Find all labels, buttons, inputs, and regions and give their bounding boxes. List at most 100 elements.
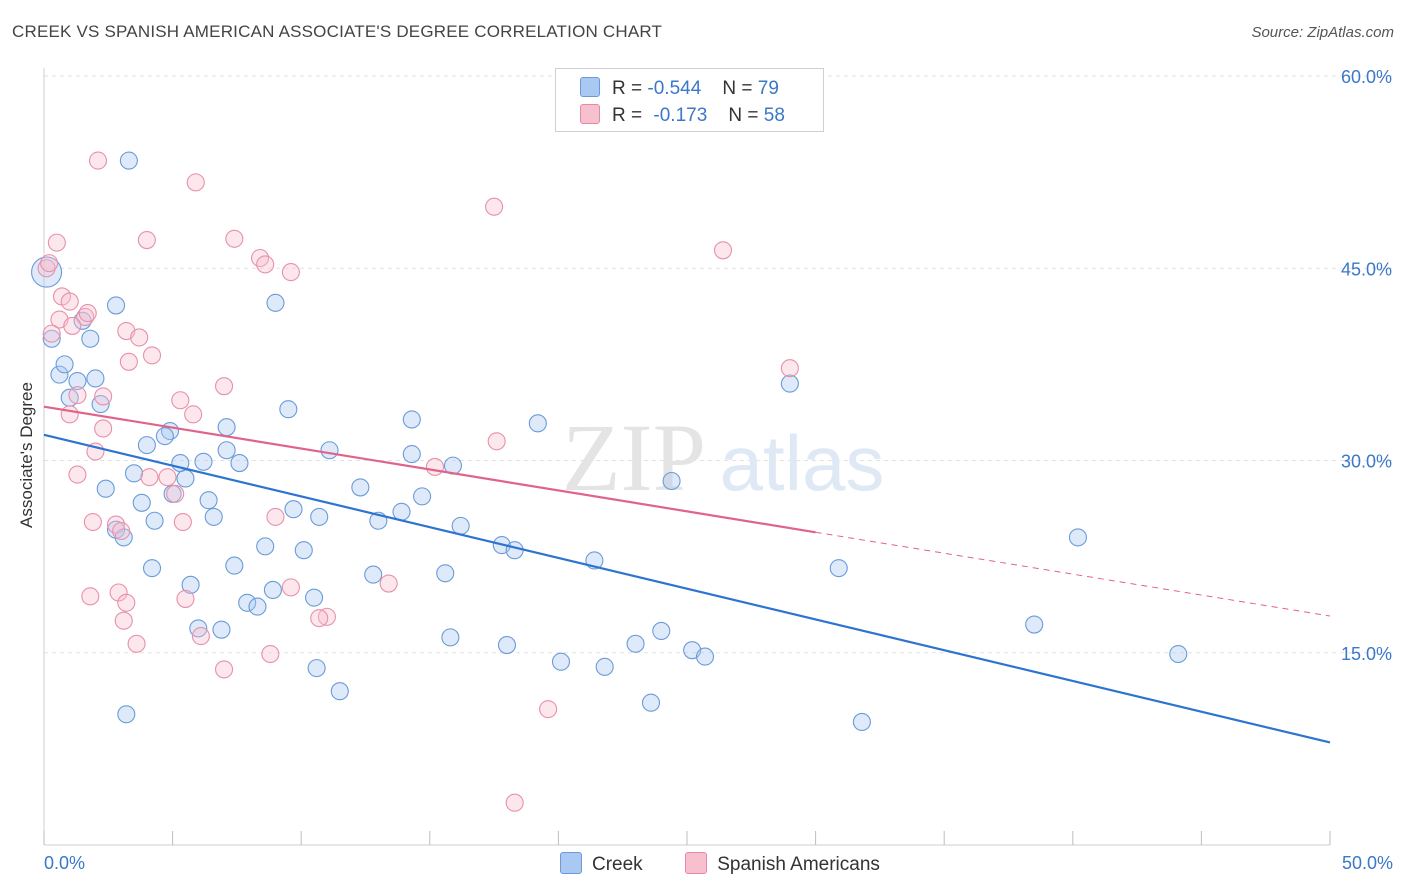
- creek-point: [402, 410, 421, 429]
- spanish-point: [281, 263, 300, 282]
- creek-point: [780, 374, 799, 393]
- bottom-legend-swatch-creek: [560, 852, 582, 874]
- creek-point: [595, 657, 614, 676]
- spanish-point: [173, 512, 192, 532]
- spanish-point: [317, 607, 336, 626]
- spanish-point: [186, 173, 205, 192]
- bottom-legend-swatch-spanish: [685, 852, 708, 874]
- creek-point: [695, 647, 715, 666]
- creek-point: [119, 151, 138, 170]
- spanish-trend-extension: [815, 531, 1331, 617]
- creek-point: [305, 588, 324, 607]
- creek-point: [81, 329, 100, 348]
- spanish-point: [60, 292, 79, 311]
- spanish-point: [487, 432, 506, 451]
- creek-point: [351, 478, 370, 497]
- creek-point: [662, 471, 681, 491]
- watermark-atlas: atlas: [720, 419, 885, 507]
- creek-point: [413, 487, 432, 506]
- x-tick-label-min: 0.0%: [44, 853, 85, 873]
- creek-point: [263, 580, 282, 599]
- creek-point: [451, 516, 470, 535]
- spanish-point: [94, 387, 113, 406]
- creek-point: [641, 693, 661, 712]
- spanish-point: [166, 484, 185, 503]
- legend-n-label: N =: [722, 78, 753, 99]
- y-tick-label: 15.0%: [1341, 644, 1392, 664]
- creek-point: [256, 537, 275, 556]
- creek-point: [194, 452, 213, 471]
- creek-point: [137, 436, 156, 455]
- spanish-point: [281, 578, 300, 597]
- tick-labels: 15.0% 30.0% 45.0% 60.0% 0.0% 50.0%: [44, 67, 1393, 873]
- bottom-legend-spanish-label: Spanish Americans: [717, 854, 880, 875]
- legend-swatch-spanish: [580, 104, 600, 124]
- spanish-point: [94, 419, 113, 438]
- creek-point: [279, 400, 298, 419]
- creek-point: [392, 502, 411, 521]
- spanish-point: [225, 229, 244, 248]
- creek-point: [551, 652, 571, 671]
- creek-point: [528, 414, 547, 433]
- legend-r-label: R =: [612, 105, 643, 126]
- spanish-point: [266, 507, 285, 526]
- trend-lines: [43, 405, 1331, 744]
- creek-point: [117, 705, 136, 724]
- chart-title: CREEK VS SPANISH AMERICAN ASSOCIATE'S DE…: [12, 22, 663, 41]
- creek-trend-line: [43, 433, 1331, 744]
- x-tick-label-max: 50.0%: [1342, 853, 1393, 873]
- creek-point: [181, 575, 200, 594]
- y-tick-label: 45.0%: [1341, 259, 1392, 279]
- creek-point: [238, 593, 257, 612]
- creek-point: [1025, 615, 1044, 634]
- spanish-point: [37, 259, 56, 278]
- creek-point: [402, 445, 421, 464]
- creek-point: [106, 296, 126, 315]
- spanish-point: [78, 304, 97, 323]
- spanish-trend-line: [43, 405, 816, 534]
- spanish-point: [68, 386, 87, 405]
- creek-point: [1068, 528, 1087, 547]
- spanish-point: [60, 405, 79, 424]
- legend-n-value-creek: 79: [757, 78, 779, 99]
- creek-points: [31, 151, 1188, 732]
- creek-point: [829, 559, 848, 578]
- creek-point: [330, 682, 349, 701]
- creek-point: [199, 491, 218, 510]
- creek-point: [320, 441, 339, 460]
- spanish-point: [117, 593, 136, 612]
- creek-point: [145, 511, 164, 530]
- spanish-point: [425, 457, 444, 476]
- creek-point: [248, 597, 267, 616]
- creek-point: [852, 712, 871, 732]
- watermark: ZIP atlas: [562, 404, 884, 511]
- creek-point: [505, 541, 524, 560]
- legend-row-spanish: R = -0.173 N = 58: [580, 104, 785, 127]
- creek-point: [217, 441, 236, 460]
- legend-r-value-spanish: -0.173: [653, 105, 708, 126]
- spanish-point: [214, 660, 234, 679]
- creek-point: [626, 634, 645, 653]
- creek-point: [307, 659, 326, 678]
- creek-point: [441, 628, 460, 647]
- axes: [43, 68, 1331, 846]
- creek-point: [124, 464, 144, 483]
- y-axis-label: Associate's Degree: [17, 382, 36, 528]
- legend: R = -0.544 N = 79 R = -0.173 N = 58: [555, 68, 824, 132]
- spanish-point: [485, 197, 504, 216]
- spanish-point: [63, 316, 82, 335]
- watermark-zip: ZIP: [562, 404, 706, 511]
- spanish-point: [47, 233, 66, 252]
- creek-point: [1169, 644, 1188, 664]
- spanish-point: [114, 611, 133, 630]
- spanish-point: [112, 521, 131, 541]
- y-tick-label: 30.0%: [1341, 452, 1392, 472]
- creek-point: [42, 329, 61, 348]
- creek-point: [155, 427, 174, 446]
- creek-point: [217, 418, 236, 437]
- creek-point: [176, 469, 195, 488]
- spanish-point: [130, 328, 149, 347]
- creek-point: [68, 371, 87, 391]
- spanish-point: [83, 512, 102, 532]
- spanish-point: [140, 468, 159, 487]
